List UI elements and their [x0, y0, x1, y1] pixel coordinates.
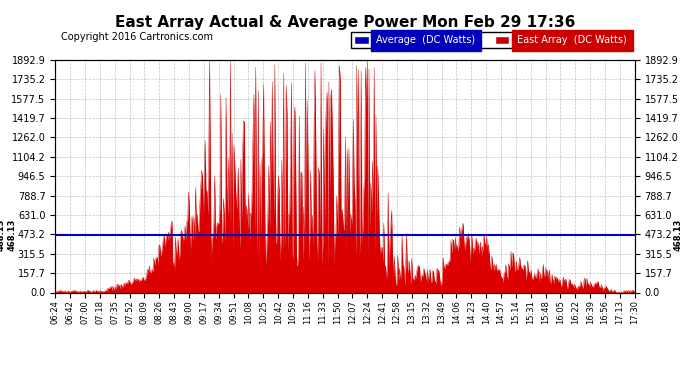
- Text: 468.13: 468.13: [673, 219, 683, 251]
- Text: 468.13: 468.13: [7, 219, 17, 251]
- Legend: Average  (DC Watts), East Array  (DC Watts): Average (DC Watts), East Array (DC Watts…: [351, 32, 630, 48]
- Text: Copyright 2016 Cartronics.com: Copyright 2016 Cartronics.com: [61, 32, 213, 42]
- Text: East Array Actual & Average Power Mon Feb 29 17:36: East Array Actual & Average Power Mon Fe…: [115, 15, 575, 30]
- Text: 468.13: 468.13: [0, 219, 6, 251]
